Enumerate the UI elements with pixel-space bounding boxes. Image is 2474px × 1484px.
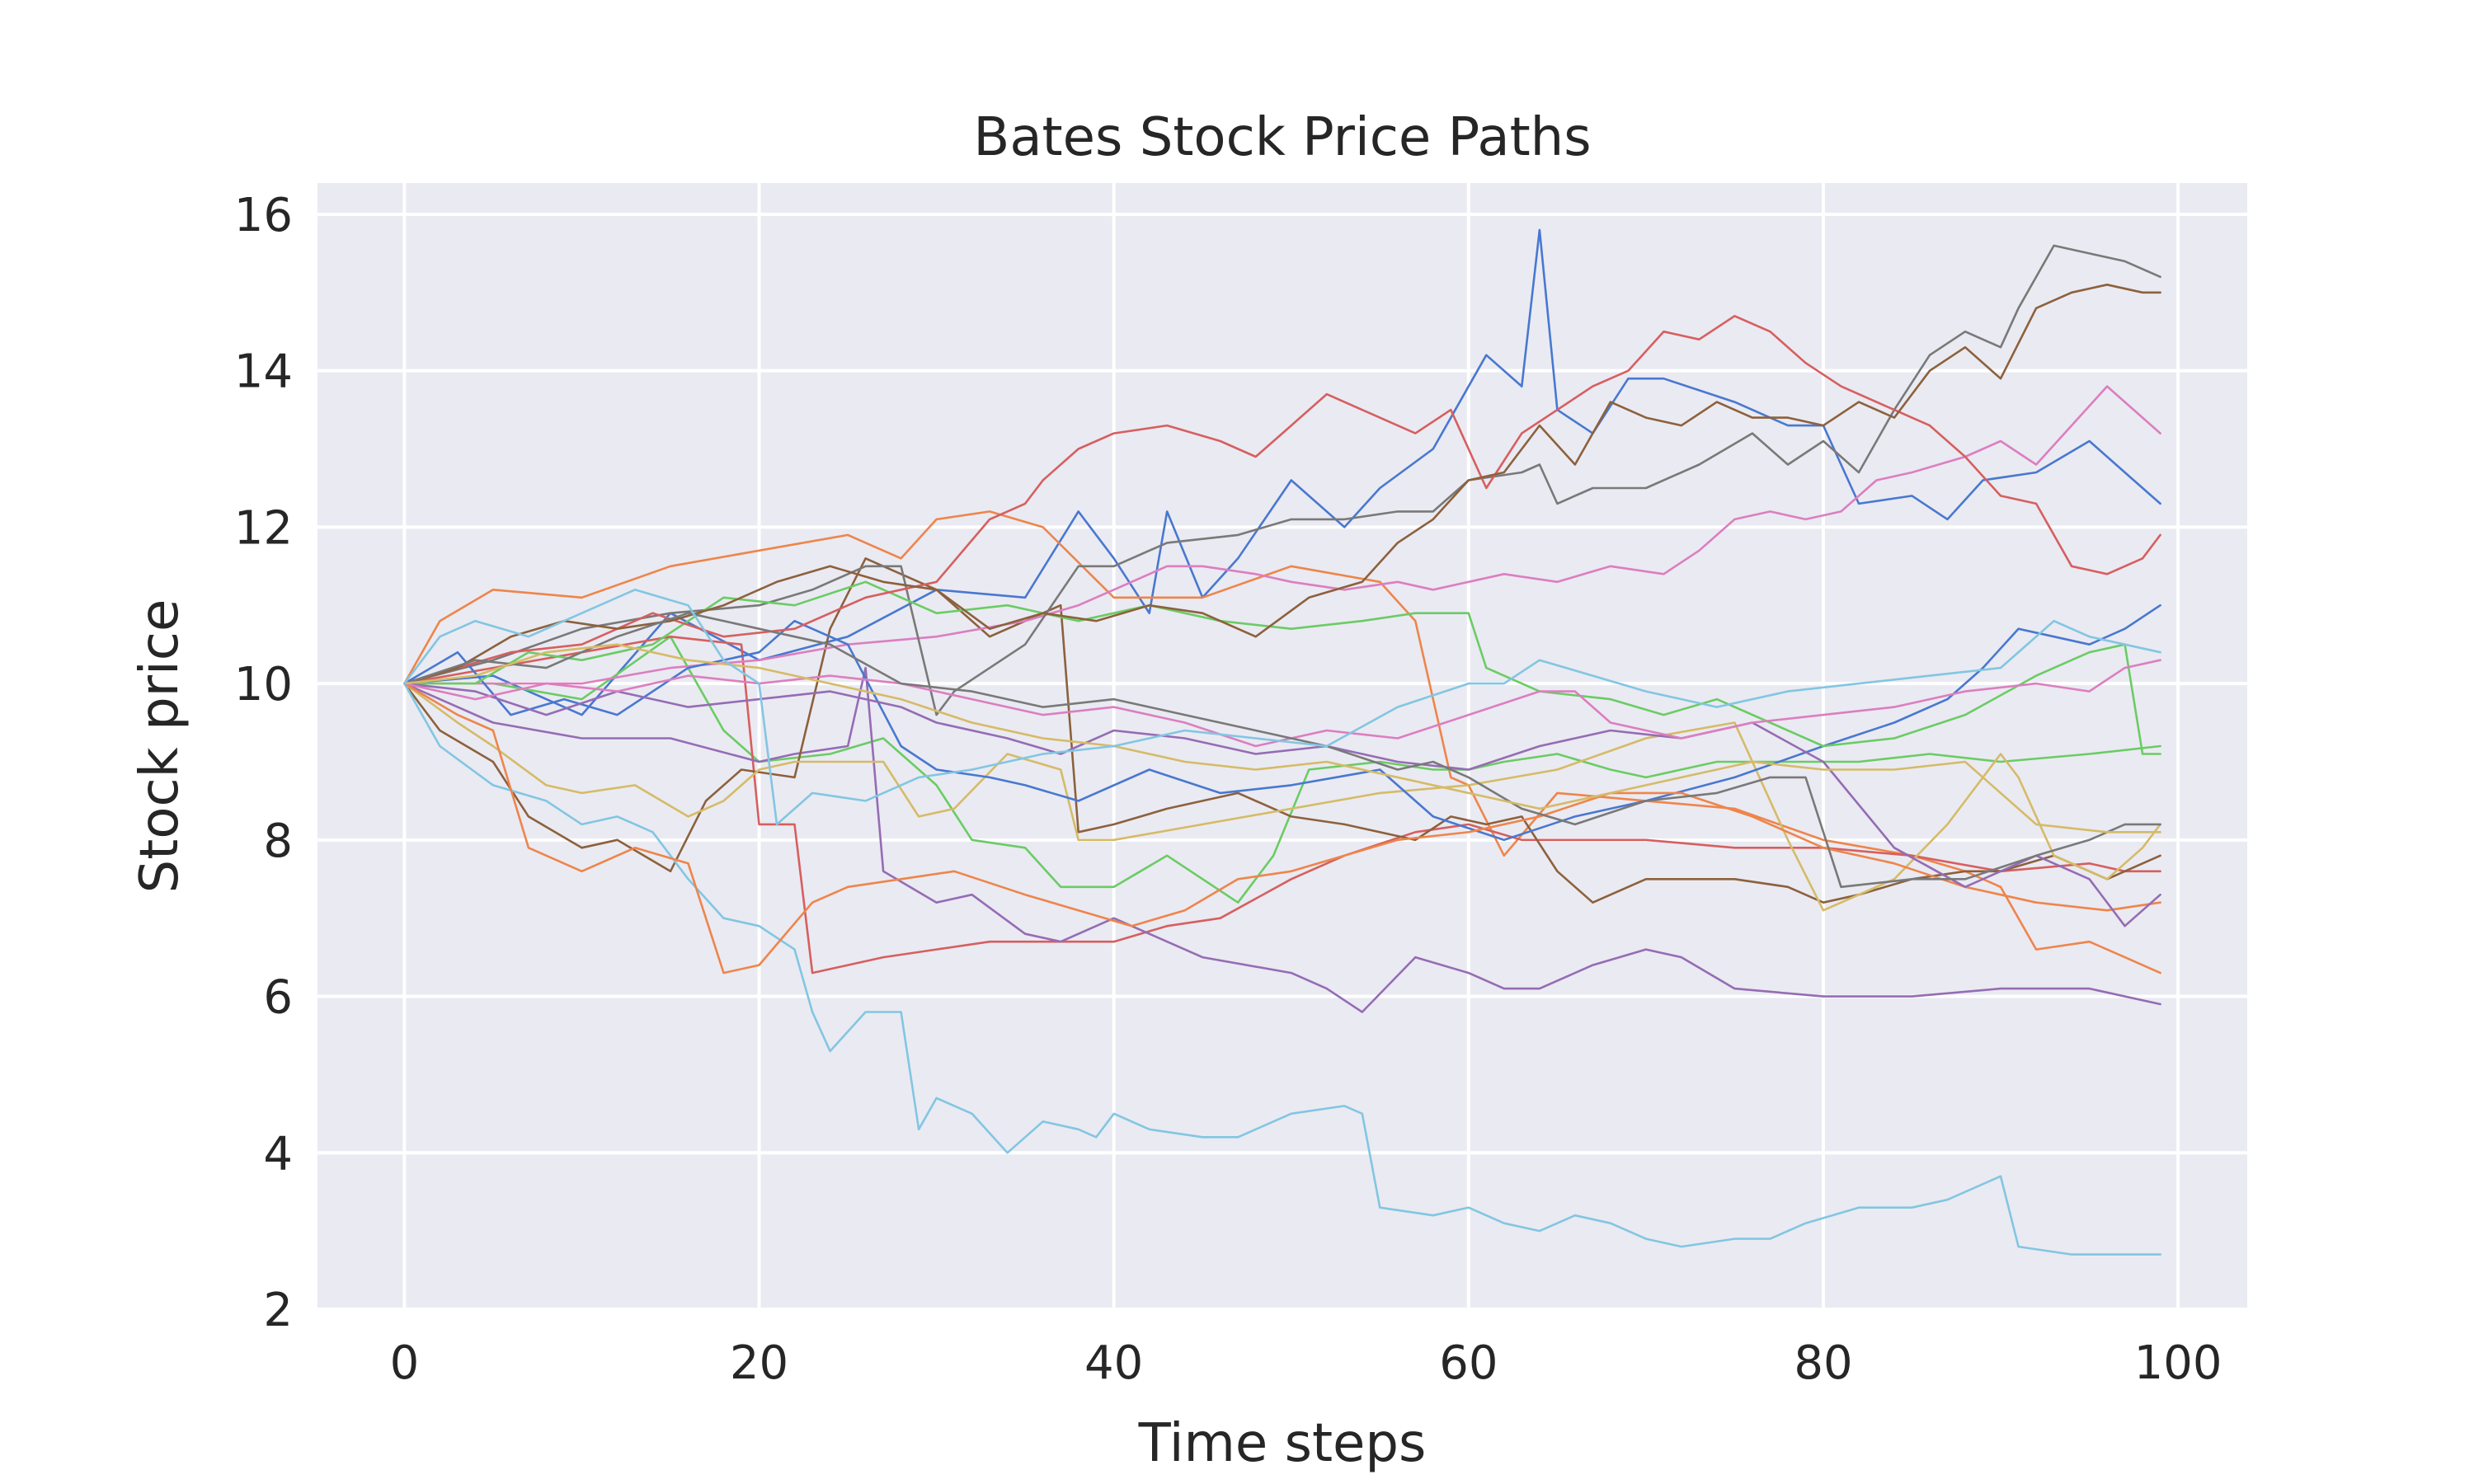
y-tick-label: 12	[234, 501, 293, 555]
price-path-20	[403, 588, 2161, 826]
x-tick-label: 100	[2134, 1336, 2222, 1390]
y-tick-label: 6	[263, 971, 293, 1025]
y-axis-title: Stock price	[129, 599, 190, 894]
price-path-15	[403, 682, 2161, 928]
price-path-2	[403, 510, 2161, 974]
chart-title: Bates Stock Price Paths	[973, 107, 1591, 168]
x-tick-label: 80	[1794, 1336, 1852, 1390]
price-path-6	[403, 556, 2161, 904]
price-path-16	[403, 283, 2161, 685]
price-path-13	[403, 580, 2161, 755]
price-path-5	[403, 666, 2161, 1013]
price-path-4	[403, 635, 2161, 974]
price-path-9	[403, 682, 2161, 912]
y-tick-label: 16	[234, 189, 293, 242]
x-tick-label: 20	[730, 1336, 788, 1390]
price-path-7	[403, 385, 2161, 685]
y-tick-label: 4	[263, 1127, 293, 1181]
price-path-19	[403, 643, 2161, 834]
y-tick-label: 2	[263, 1284, 293, 1337]
y-tick-label: 14	[234, 345, 293, 399]
y-tick-label: 10	[234, 658, 293, 711]
x-axis-title: Time steps	[1138, 1413, 1427, 1474]
x-tick-label: 60	[1439, 1336, 1498, 1390]
price-path-17	[403, 659, 2161, 748]
series-lines	[403, 228, 2161, 1256]
price-path-1	[403, 228, 2161, 716]
price-path-10	[403, 682, 2161, 1256]
x-tick-label: 40	[1084, 1336, 1143, 1390]
y-tick-label: 8	[263, 815, 293, 868]
price-path-11	[403, 603, 2161, 842]
price-path-12	[403, 682, 2161, 974]
tick-labels: 0 20 40 60 80 100 2 4 6 8 10 12 14 16	[234, 189, 2222, 1390]
x-tick-label: 0	[390, 1336, 420, 1390]
price-path-18	[403, 612, 2161, 889]
gridlines	[317, 183, 2247, 1311]
price-path-14	[403, 314, 2161, 685]
